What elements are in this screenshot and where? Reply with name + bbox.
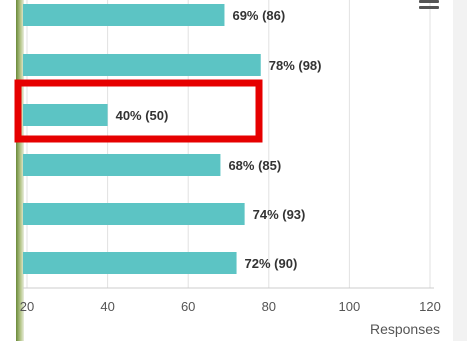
highlight-box [14,79,263,143]
left-border [16,0,24,341]
bar-3 [23,154,221,176]
x-tick-label-3: 80 [262,299,276,314]
data-label-0: 69% (86) [232,8,285,23]
bar-2 [23,104,108,126]
data-label-3: 68% (85) [228,158,281,173]
bar-1 [23,54,261,76]
x-tick-label-4: 100 [339,299,361,314]
bar-4 [23,203,245,225]
data-label-2: 40% (50) [116,108,169,123]
right-edge [453,0,467,341]
x-axis-title: Responses [370,321,440,337]
x-tick-label-0: 20 [20,299,34,314]
x-tick-label-5: 120 [419,299,441,314]
bar-0 [23,4,225,26]
x-tick-label-2: 60 [181,299,195,314]
x-tick-label-1: 40 [100,299,114,314]
bar-5 [23,252,237,274]
data-label-1: 78% (98) [269,58,322,73]
data-label-5: 72% (90) [245,256,298,271]
data-label-4: 74% (93) [253,207,306,222]
hamburger-menu-icon[interactable] [419,0,439,14]
